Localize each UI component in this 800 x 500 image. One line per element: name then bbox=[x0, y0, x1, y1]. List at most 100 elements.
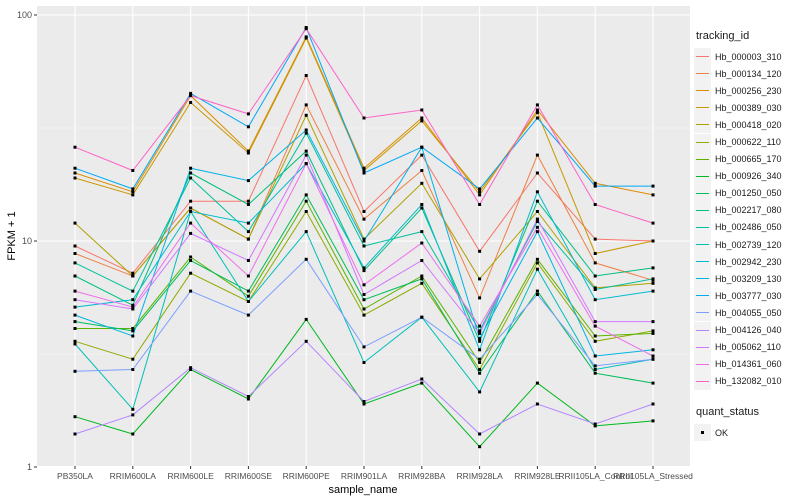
data-point bbox=[478, 296, 482, 300]
legend-label: Hb_004126_040 bbox=[715, 325, 782, 336]
data-point bbox=[304, 230, 308, 234]
data-point bbox=[478, 249, 482, 253]
data-point bbox=[420, 241, 424, 245]
data-point bbox=[593, 364, 597, 368]
data-point bbox=[535, 190, 539, 194]
data-point bbox=[362, 269, 366, 273]
legend-label: Hb_005062_110 bbox=[715, 342, 781, 353]
data-point bbox=[362, 244, 366, 248]
data-point bbox=[593, 422, 597, 426]
quant-status-legend: quant_status OK bbox=[694, 406, 759, 442]
data-point bbox=[304, 162, 308, 166]
data-point bbox=[651, 354, 655, 358]
data-point bbox=[362, 307, 366, 311]
data-point bbox=[189, 94, 193, 98]
data-point bbox=[131, 368, 135, 371]
x-tick-label: RRIM928BA bbox=[398, 471, 446, 481]
data-point bbox=[420, 153, 424, 157]
legend-label: Hb_000003_310 bbox=[715, 51, 782, 62]
data-point bbox=[535, 267, 539, 271]
data-point bbox=[651, 419, 655, 423]
data-point bbox=[478, 371, 482, 375]
data-point bbox=[362, 217, 366, 221]
legend-item: Hb_004055_050 bbox=[694, 304, 798, 322]
data-point bbox=[362, 400, 366, 403]
data-point bbox=[73, 342, 77, 346]
data-point bbox=[535, 108, 539, 112]
data-point bbox=[420, 145, 424, 149]
data-point bbox=[593, 274, 597, 278]
x-tick-label: RRIM928LE bbox=[514, 471, 561, 481]
legend-item: Hb_003777_030 bbox=[694, 287, 798, 305]
data-point bbox=[593, 286, 597, 290]
legend-key-icon bbox=[694, 133, 711, 151]
data-point bbox=[420, 274, 424, 278]
data-point bbox=[246, 300, 250, 303]
data-point bbox=[73, 298, 77, 302]
data-point bbox=[478, 368, 482, 371]
data-point bbox=[131, 298, 135, 302]
data-point bbox=[189, 368, 193, 371]
data-point bbox=[189, 101, 193, 104]
data-point bbox=[189, 171, 193, 175]
data-point bbox=[651, 221, 655, 225]
data-point bbox=[131, 334, 135, 338]
data-point bbox=[593, 181, 597, 185]
data-point bbox=[478, 348, 482, 352]
data-point bbox=[535, 116, 539, 120]
data-point bbox=[478, 329, 482, 333]
data-point bbox=[73, 289, 77, 293]
data-point bbox=[535, 381, 539, 385]
data-point bbox=[304, 113, 308, 117]
data-point bbox=[246, 237, 250, 241]
data-point bbox=[651, 193, 655, 197]
legend-label: Hb_002217_080 bbox=[715, 205, 782, 216]
data-point bbox=[362, 237, 366, 241]
data-point bbox=[651, 239, 655, 243]
data-point bbox=[535, 171, 539, 175]
data-point bbox=[362, 210, 366, 213]
data-point bbox=[420, 108, 424, 112]
legend-label: Hb_014361_060 bbox=[715, 359, 782, 370]
data-point bbox=[246, 125, 250, 129]
data-point bbox=[131, 274, 135, 278]
legend-key-icon bbox=[694, 65, 711, 83]
data-point bbox=[304, 193, 308, 197]
data-point bbox=[535, 289, 539, 293]
data-point bbox=[246, 259, 250, 262]
x-tick-label: RRIM600LA bbox=[110, 471, 157, 481]
data-point bbox=[535, 261, 539, 265]
data-point bbox=[420, 206, 424, 210]
data-point bbox=[304, 317, 308, 321]
y-tick-label: 1 bbox=[27, 462, 32, 472]
data-point bbox=[362, 171, 366, 175]
data-point bbox=[246, 294, 250, 298]
data-point bbox=[593, 324, 597, 328]
data-point bbox=[651, 277, 655, 281]
y-axis: 1 10 100 bbox=[17, 10, 37, 472]
data-point bbox=[246, 395, 250, 398]
legend-item: Hb_000134_120 bbox=[694, 65, 798, 83]
data-point bbox=[246, 289, 250, 293]
data-point bbox=[651, 381, 655, 385]
legend-title: tracking_id bbox=[696, 30, 750, 42]
legend-item: Hb_014361_060 bbox=[694, 355, 798, 373]
data-point bbox=[420, 315, 424, 319]
data-point bbox=[478, 339, 482, 343]
data-point bbox=[420, 116, 424, 120]
data-point bbox=[73, 305, 77, 309]
data-point bbox=[246, 230, 250, 234]
data-point bbox=[246, 199, 250, 203]
data-point bbox=[362, 116, 366, 120]
data-point bbox=[535, 230, 539, 234]
legend-label: Hb_004055_050 bbox=[715, 307, 782, 318]
data-point bbox=[246, 179, 250, 183]
legend-key-icon bbox=[694, 321, 711, 339]
data-point bbox=[362, 239, 366, 243]
data-point bbox=[131, 187, 135, 191]
data-point bbox=[420, 281, 424, 285]
data-point bbox=[304, 103, 308, 107]
data-point bbox=[189, 231, 193, 235]
legend-key-icon bbox=[694, 184, 711, 202]
data-point bbox=[478, 203, 482, 206]
